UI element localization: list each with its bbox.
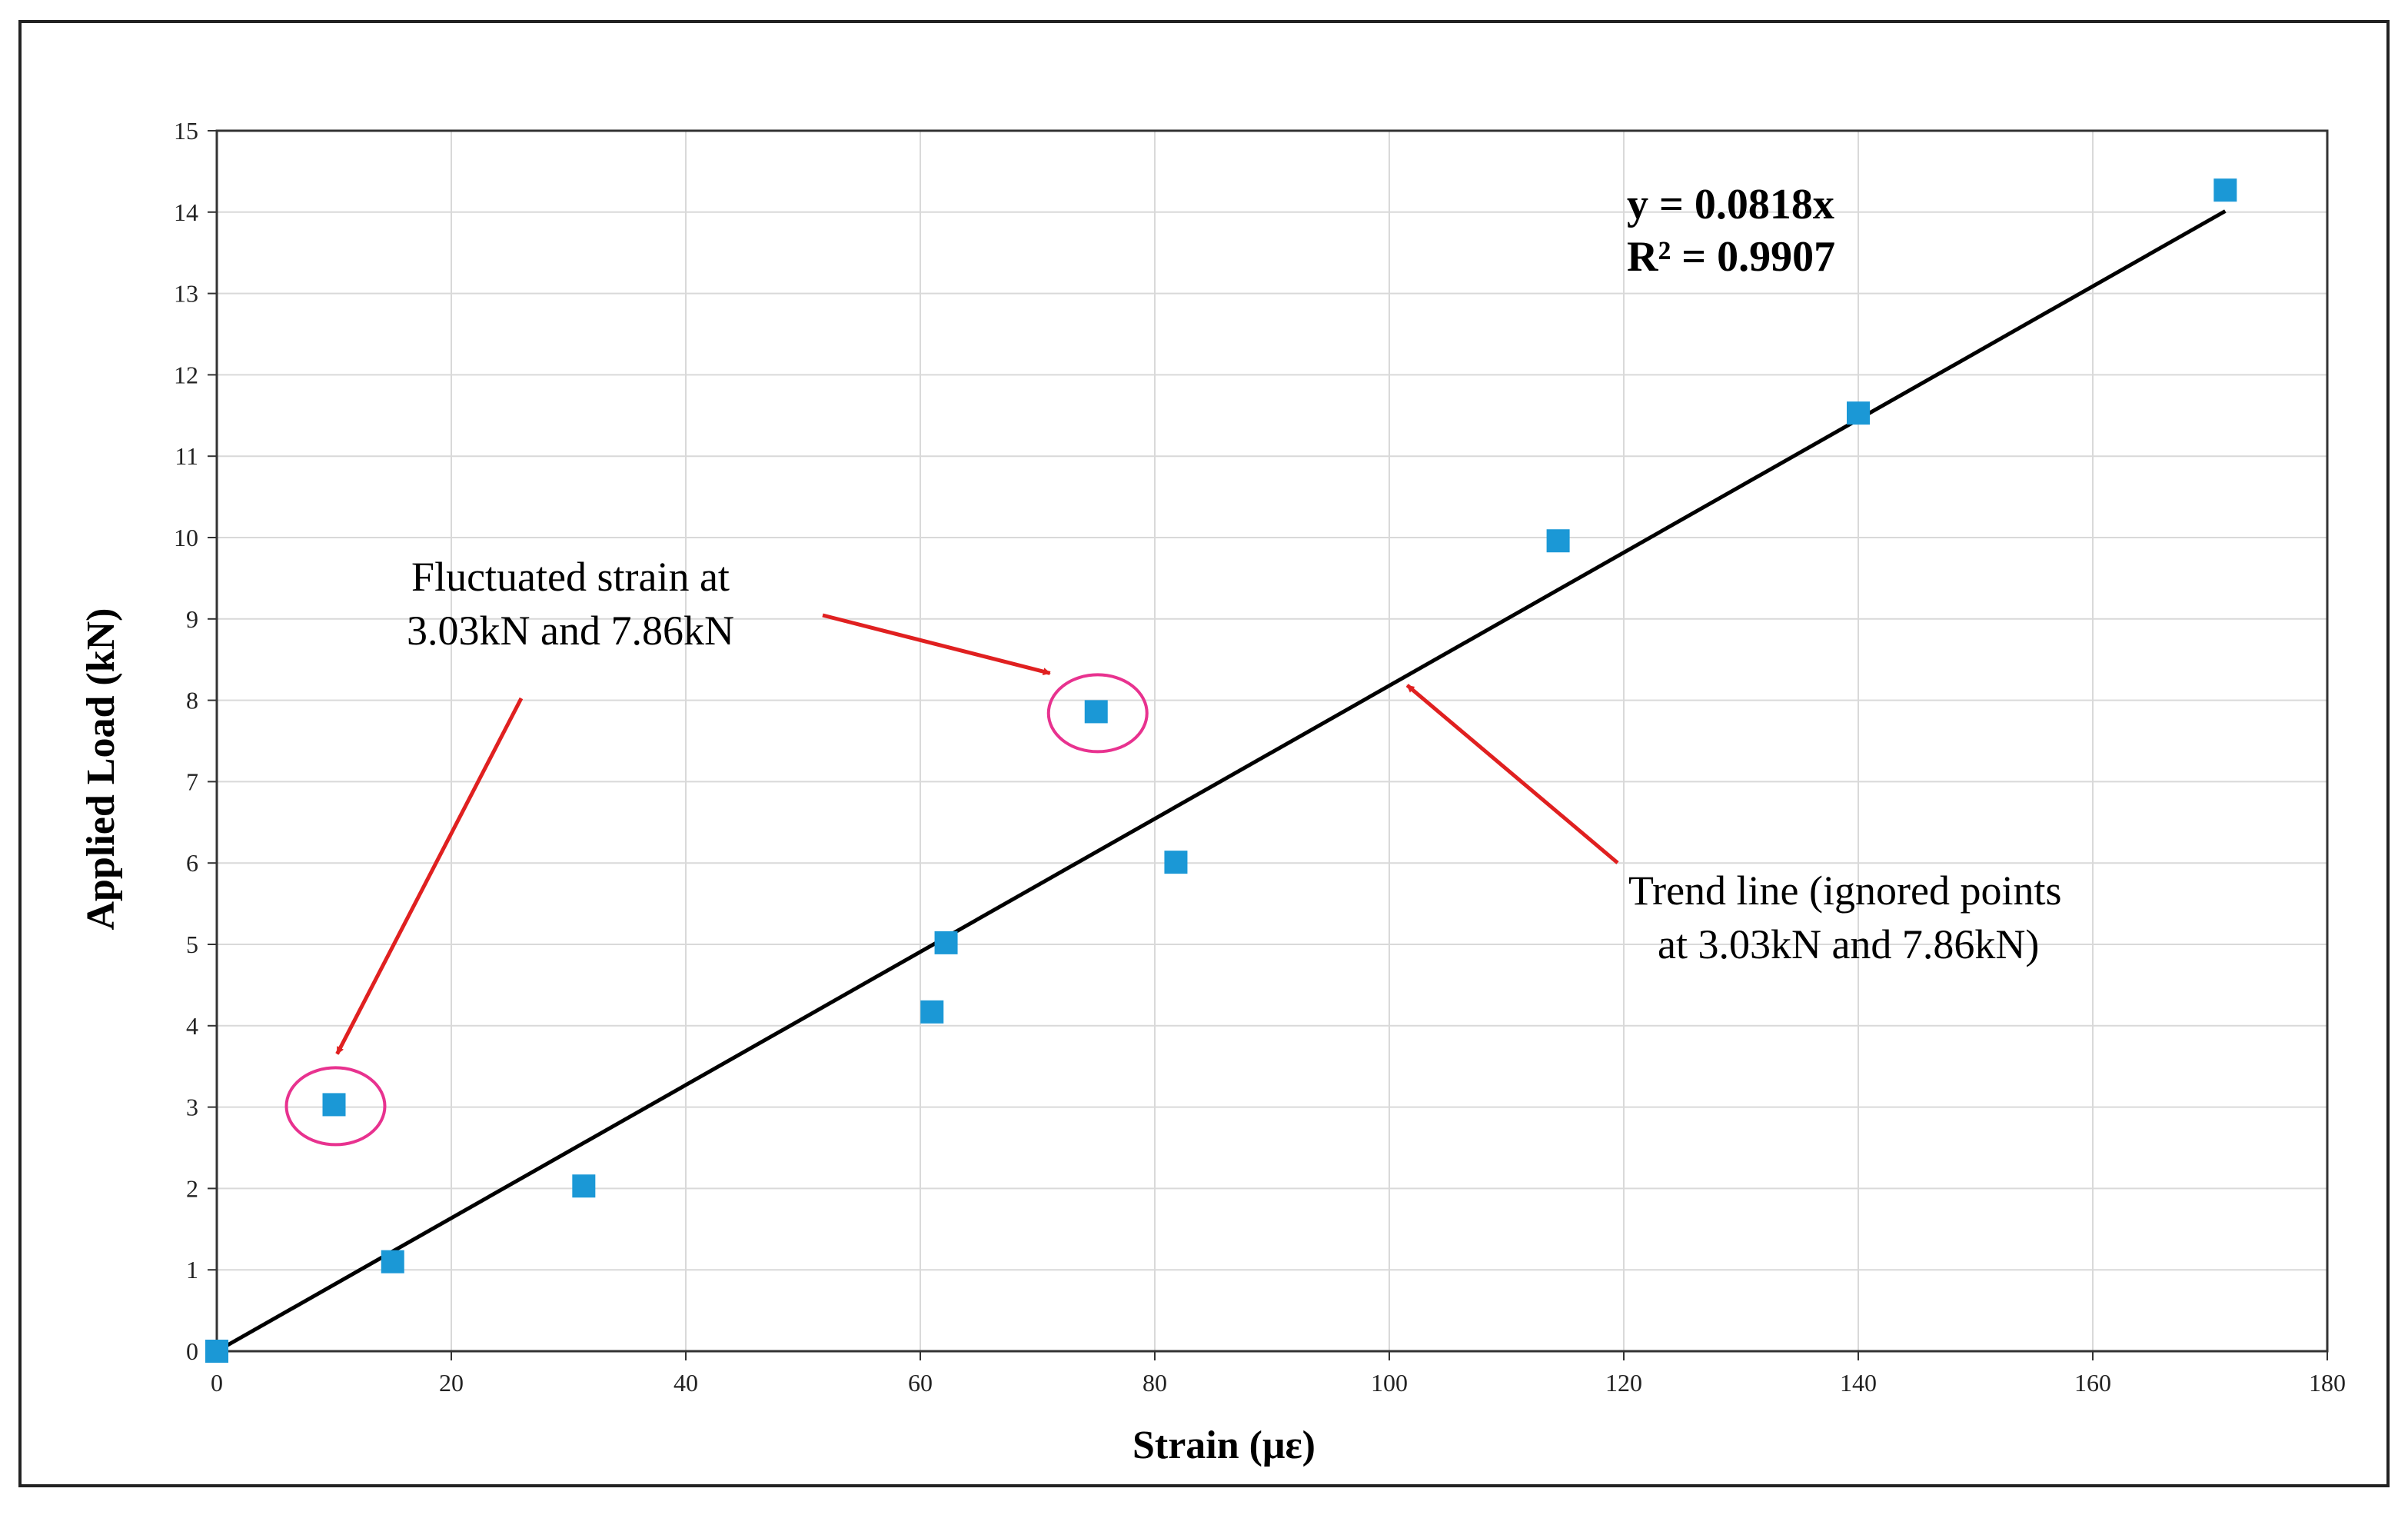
y-tick-label: 15: [174, 117, 198, 145]
x-tick-label: 40: [674, 1369, 698, 1397]
fluctuated-label-line-1: Fluctuated strain at: [411, 554, 730, 600]
data-point: [205, 1340, 228, 1363]
y-tick-label: 12: [174, 361, 198, 388]
fluctuated-arrow-low: [335, 697, 524, 1055]
y-tick-label: 0: [186, 1337, 198, 1365]
data-point: [1164, 851, 1188, 874]
trendline-arrow: [1405, 684, 1619, 864]
x-tick-label: 140: [1840, 1369, 1877, 1397]
outer-border: [18, 20, 2390, 1487]
y-tick-label: 9: [186, 605, 198, 633]
y-tick-label: 3: [186, 1094, 198, 1121]
y-tick-label: 10: [174, 524, 198, 551]
x-tick-label: 60: [908, 1369, 933, 1397]
data-point: [1546, 529, 1570, 553]
y-tick-label: 2: [186, 1174, 198, 1202]
grid: [216, 130, 2328, 1352]
data-point: [322, 1093, 346, 1117]
x-tick-label: 20: [439, 1369, 464, 1397]
x-tick-label: 160: [2074, 1369, 2111, 1397]
fluctuated-label-line-2: 3.03kN and 7.86kN: [407, 608, 734, 654]
data-point: [381, 1250, 404, 1274]
y-tick-label: 13: [174, 280, 198, 308]
y-tick-label: 1: [186, 1256, 198, 1284]
x-axis-ticks: 0 20 40 60 80 100 120 140 160 180: [211, 1351, 2346, 1397]
y-tick-label: 4: [186, 1012, 198, 1040]
trendline-layer: [215, 209, 2227, 1354]
y-tick-label: 5: [186, 931, 198, 958]
data-point: [572, 1174, 596, 1198]
highlight-circle: [1046, 673, 1149, 754]
y-tick-label: 14: [174, 198, 198, 226]
plot-area-border: [215, 129, 2329, 1353]
trendline: [215, 209, 2227, 1354]
x-tick-label: 180: [2309, 1369, 2346, 1397]
trend-label-line-1: Trend line (ignored points: [1628, 867, 2061, 914]
x-tick-label: 120: [1605, 1369, 1642, 1397]
trend-equation: y = 0.0818x: [1627, 181, 1834, 228]
data-point: [2213, 178, 2237, 202]
trend-r-squared: R² = 0.9907: [1627, 233, 1835, 281]
annotation-layer: [284, 613, 1619, 1147]
data-point: [934, 931, 958, 954]
y-tick-label: 8: [186, 687, 198, 714]
y-tick-label: 11: [175, 442, 198, 470]
y-axis-title: Applied Load (kN): [79, 608, 123, 931]
x-tick-label: 80: [1142, 1369, 1167, 1397]
trend-label-line-2: at 3.03kN and 7.86kN): [1658, 921, 2039, 967]
y-tick-label: 7: [186, 767, 198, 795]
data-point: [1847, 401, 1870, 425]
y-tick-label: 6: [186, 849, 198, 877]
highlight-circle: [284, 1066, 387, 1147]
fluctuated-arrow-high: [822, 613, 1051, 676]
data-point: [920, 1000, 944, 1024]
x-tick-label: 100: [1371, 1369, 1408, 1397]
data-points: [205, 178, 2237, 1363]
x-tick-label: 0: [211, 1369, 223, 1397]
x-axis-title: Strain (με): [1132, 1423, 1315, 1467]
data-point: [1084, 700, 1108, 724]
